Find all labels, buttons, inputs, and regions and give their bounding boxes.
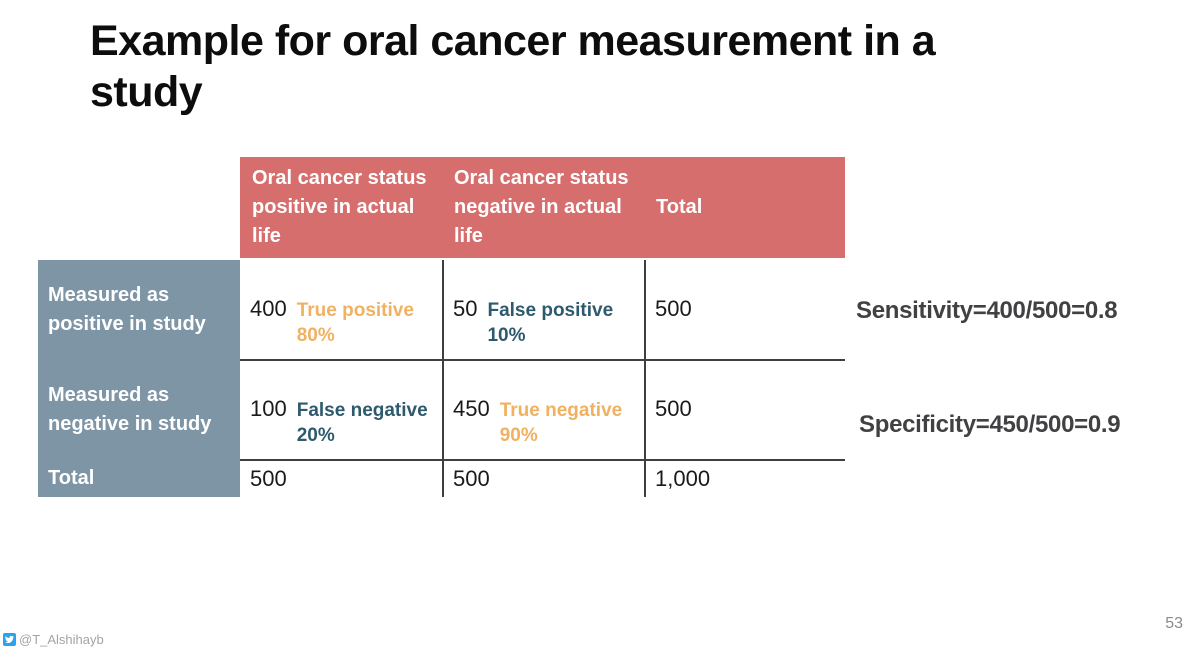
page-number: 53 xyxy=(1165,615,1183,632)
cell-value: 500 xyxy=(250,466,287,491)
row-header-label: Measured as positive in study xyxy=(48,284,206,335)
table-horizontal-divider xyxy=(240,359,845,361)
cell-value: 400 xyxy=(250,296,287,321)
row-header-label: Measured as negative in study xyxy=(48,384,212,435)
cell-label: False negative xyxy=(296,400,428,421)
table-column-header-row: Oral cancer status positive in actual li… xyxy=(240,157,845,258)
twitter-handle: @T_Alshihayb xyxy=(19,632,104,647)
cell-percent: 10% xyxy=(487,325,526,346)
column-header-label: Oral cancer status negative in actual li… xyxy=(454,167,629,247)
column-header-label: Total xyxy=(656,196,703,218)
cell-label: False positive xyxy=(487,300,614,321)
table-row-header-column: Measured as positive in study Measured a… xyxy=(38,260,240,497)
cell-row1-total: 500 xyxy=(645,260,845,359)
column-header-positive: Oral cancer status positive in actual li… xyxy=(240,157,442,258)
table-horizontal-divider xyxy=(240,459,845,461)
column-header-negative: Oral cancer status negative in actual li… xyxy=(442,157,644,258)
cell-value: 50 xyxy=(453,296,478,321)
cell-value: 1,000 xyxy=(655,466,711,491)
cell-value: 500 xyxy=(453,466,490,491)
cell-value: 500 xyxy=(655,296,692,321)
cell-true-negative: 450 True negative 90% xyxy=(443,360,644,459)
column-header-total: Total xyxy=(644,157,845,258)
cell-false-negative: 100 False negative 20% xyxy=(240,360,442,459)
row-header-total: Total xyxy=(38,460,240,497)
cell-label: True negative xyxy=(499,400,623,421)
cell-annotation: False positive 10% xyxy=(487,298,613,348)
cell-col2-total: 500 xyxy=(443,460,644,497)
cell-value: 100 xyxy=(250,396,287,421)
cell-true-positive: 400 True positive 80% xyxy=(240,260,442,359)
row-header-label: Total xyxy=(48,467,95,489)
cell-percent: 80% xyxy=(296,325,335,346)
twitter-bird-icon xyxy=(3,633,16,646)
specificity-formula: Specificity=450/500=0.9 xyxy=(859,411,1121,438)
row-header-measured-positive: Measured as positive in study xyxy=(38,260,240,360)
row-header-measured-negative: Measured as negative in study xyxy=(38,360,240,460)
cell-annotation: True negative 90% xyxy=(500,398,623,448)
cell-false-positive: 50 False positive 10% xyxy=(443,260,644,359)
cell-label: True positive xyxy=(296,300,414,321)
table-vertical-divider xyxy=(644,260,646,497)
cell-row2-total: 500 xyxy=(645,360,845,459)
cell-value: 450 xyxy=(453,396,490,421)
table-vertical-divider xyxy=(442,260,444,497)
cell-percent: 20% xyxy=(296,425,335,446)
page-title: Example for oral cancer measurement in a… xyxy=(90,16,1110,118)
cell-col1-total: 500 xyxy=(240,460,442,497)
cell-value: 500 xyxy=(655,396,692,421)
title-line-2: study xyxy=(90,68,203,116)
sensitivity-formula: Sensitivity=400/500=0.8 xyxy=(856,297,1118,324)
cell-percent: 90% xyxy=(499,425,538,446)
cell-annotation: False negative 20% xyxy=(297,398,428,448)
cell-annotation: True positive 80% xyxy=(297,298,414,348)
column-header-label: Oral cancer status positive in actual li… xyxy=(252,167,427,247)
cell-grand-total: 1,000 xyxy=(645,460,845,497)
title-line-1: Example for oral cancer measurement in a xyxy=(90,17,936,65)
